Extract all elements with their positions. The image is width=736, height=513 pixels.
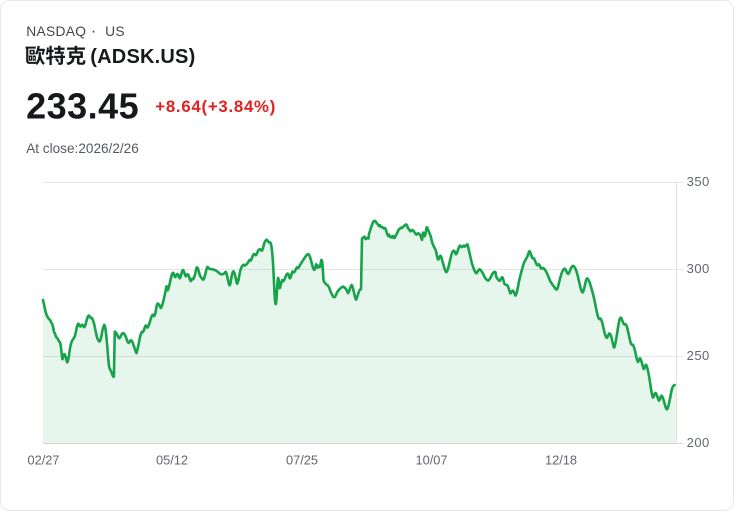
svg-text:233.45: 233.45 (26, 86, 139, 127)
svg-text:(ADSK.US): (ADSK.US) (90, 46, 195, 68)
svg-text:07/25: 07/25 (286, 453, 318, 468)
svg-text:200: 200 (687, 435, 710, 450)
svg-text:·: · (91, 21, 97, 40)
svg-text:300: 300 (687, 261, 710, 276)
svg-text:+8.64(+3.84%): +8.64(+3.84%) (155, 97, 276, 116)
svg-text:250: 250 (687, 348, 710, 363)
svg-text:02/27: 02/27 (27, 453, 59, 468)
svg-text:10/07: 10/07 (415, 453, 447, 468)
svg-text:At close:2026/2/26: At close:2026/2/26 (26, 141, 139, 156)
svg-text:12/18: 12/18 (545, 453, 577, 468)
svg-text:05/12: 05/12 (156, 453, 188, 468)
svg-text:NASDAQ: NASDAQ (26, 24, 86, 39)
svg-text:US: US (105, 24, 125, 39)
svg-text:350: 350 (687, 174, 710, 189)
